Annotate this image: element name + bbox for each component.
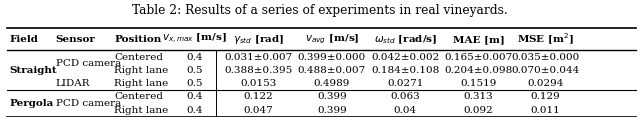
Text: 0.122: 0.122 xyxy=(243,92,273,101)
Text: Table 2: Results of a series of experiments in real vineyards.: Table 2: Results of a series of experime… xyxy=(132,4,508,17)
Text: 0.488±0.007: 0.488±0.007 xyxy=(298,66,366,75)
Text: 0.399: 0.399 xyxy=(317,106,347,115)
Text: 0.5: 0.5 xyxy=(186,79,203,88)
Text: Field: Field xyxy=(10,35,38,44)
Text: 0.4989: 0.4989 xyxy=(314,79,350,88)
Text: 0.5: 0.5 xyxy=(186,66,203,75)
Text: 0.399: 0.399 xyxy=(317,92,347,101)
Text: 0.0153: 0.0153 xyxy=(240,79,276,88)
Text: 0.047: 0.047 xyxy=(243,106,273,115)
Text: $v_{x,max}$ [m/s]: $v_{x,max}$ [m/s] xyxy=(162,32,227,46)
Text: 0.388±0.395: 0.388±0.395 xyxy=(224,66,292,75)
Text: 0.070±0.044: 0.070±0.044 xyxy=(511,66,580,75)
Text: $v_{avg}$ [m/s]: $v_{avg}$ [m/s] xyxy=(305,33,359,46)
Text: 0.129: 0.129 xyxy=(531,92,561,101)
Text: MSE [m$^2$]: MSE [m$^2$] xyxy=(517,32,574,47)
Text: MAE [m]: MAE [m] xyxy=(453,35,504,44)
Text: Sensor: Sensor xyxy=(56,35,95,44)
Text: 0.313: 0.313 xyxy=(464,92,493,101)
Text: 0.204±0.098: 0.204±0.098 xyxy=(445,66,513,75)
Text: Centered: Centered xyxy=(115,92,163,101)
Text: Centered: Centered xyxy=(115,53,163,62)
Text: 0.4: 0.4 xyxy=(186,92,203,101)
Text: Right lane: Right lane xyxy=(115,79,168,88)
Text: 0.184±0.108: 0.184±0.108 xyxy=(371,66,440,75)
Text: 0.0294: 0.0294 xyxy=(527,79,564,88)
Text: $\gamma_{std}$ [rad]: $\gamma_{std}$ [rad] xyxy=(233,33,284,46)
Text: Right lane: Right lane xyxy=(115,106,168,115)
Text: 0.031±0.007: 0.031±0.007 xyxy=(224,53,292,62)
Text: 0.4: 0.4 xyxy=(186,53,203,62)
Text: 0.04: 0.04 xyxy=(394,106,417,115)
Text: 0.042±0.002: 0.042±0.002 xyxy=(371,53,440,62)
Text: Right lane: Right lane xyxy=(115,66,168,75)
Text: 0.1519: 0.1519 xyxy=(461,79,497,88)
Text: 0.011: 0.011 xyxy=(531,106,561,115)
Text: 0.092: 0.092 xyxy=(464,106,493,115)
Text: 0.0271: 0.0271 xyxy=(387,79,424,88)
Text: 0.399±0.000: 0.399±0.000 xyxy=(298,53,366,62)
Text: PCD camera: PCD camera xyxy=(56,99,121,108)
Text: 0.165±0.007: 0.165±0.007 xyxy=(445,53,513,62)
Text: 0.4: 0.4 xyxy=(186,106,203,115)
Text: 0.063: 0.063 xyxy=(390,92,420,101)
Text: Position: Position xyxy=(115,35,162,44)
Text: Straight: Straight xyxy=(10,66,57,75)
Text: 0.035±0.000: 0.035±0.000 xyxy=(511,53,580,62)
Text: PCD camera: PCD camera xyxy=(56,59,121,68)
Text: Pergola: Pergola xyxy=(10,99,54,108)
Text: LIDAR: LIDAR xyxy=(56,79,90,88)
Text: $\omega_{std}$ [rad/s]: $\omega_{std}$ [rad/s] xyxy=(374,33,437,46)
